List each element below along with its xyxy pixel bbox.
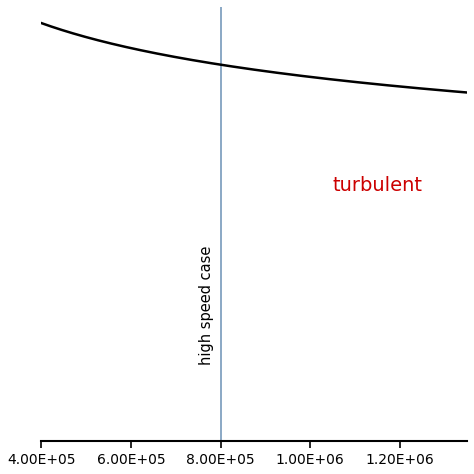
Text: turbulent: turbulent: [333, 175, 423, 194]
Text: high speed case: high speed case: [199, 246, 214, 365]
